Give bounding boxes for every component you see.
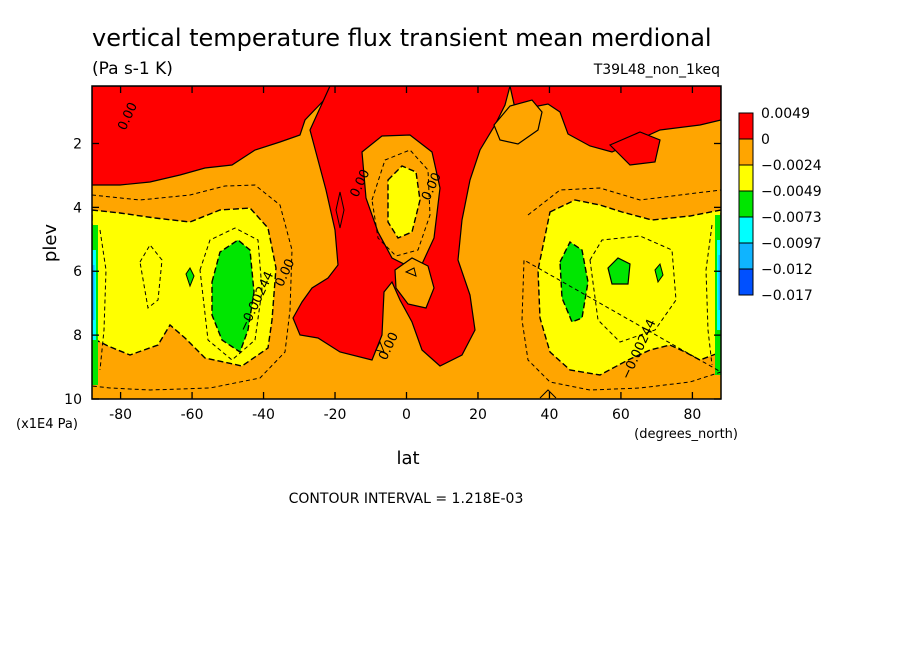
x-tick-label: 40 [541, 407, 559, 423]
contour-line-polar-north [705, 224, 713, 366]
colorbar-swatch [738, 190, 754, 218]
x-axis-units: (degrees_north) [634, 427, 738, 442]
region-orange-blob-top [493, 99, 543, 145]
colorbar-swatch [738, 164, 754, 192]
contour-speck-floor [539, 389, 557, 399]
x-tick-label: -60 [181, 407, 204, 423]
colorbar-swatch [738, 242, 754, 270]
region-yellow-nh [537, 199, 721, 376]
colorbar-swatch [738, 268, 754, 296]
colorbar-label: −0.0097 [761, 236, 822, 252]
region-green-nh-blob [607, 257, 631, 285]
x-tick-label: -80 [109, 407, 132, 423]
colorbar-swatch [738, 138, 754, 166]
colorbar-swatch [738, 112, 754, 140]
contour-line-polar-south [99, 229, 107, 371]
x-tick-label: 0 [402, 407, 411, 423]
region-red-patch-nh [608, 131, 661, 166]
colorbar-label: −0.0049 [761, 184, 822, 200]
y-axis: 2 4 6 8 10 [64, 136, 721, 408]
x-tick-label: 80 [683, 407, 701, 423]
colorbar-label: 0.0049 [761, 106, 810, 122]
y-axis-units: (x1E4 Pa) [16, 417, 78, 432]
colorbar-label: −0.012 [761, 262, 813, 278]
region-green-sh-core [211, 239, 255, 354]
y-axis-label: plev [40, 224, 61, 263]
region-blue-north-edge [718, 255, 721, 310]
x-axis: -80 -60 -40 -20 0 20 40 60 80 [109, 86, 701, 423]
colorbar-label: −0.017 [761, 288, 813, 304]
y-tick-label: 10 [64, 392, 82, 408]
y-tick-label: 2 [73, 136, 82, 152]
y-tick-label: 6 [73, 264, 82, 280]
units-label: (Pa s-1 K) [92, 59, 173, 79]
region-yellow-eq [387, 165, 421, 239]
colorbar-label: −0.0073 [761, 210, 822, 226]
x-tick-label: -40 [252, 407, 275, 423]
contour-interval-label: CONTOUR INTERVAL = 1.218E-03 [289, 491, 524, 507]
x-tick-label: 20 [469, 407, 487, 423]
colorbar-label: −0.0024 [761, 158, 822, 174]
contour-line-nh-outer [527, 187, 721, 216]
x-tick-label: 60 [612, 407, 630, 423]
x-axis-label: lat [396, 448, 419, 469]
colorbar-swatch [738, 216, 754, 244]
colorbar: 0.0049 0 −0.0024 −0.0049 −0.0073 −0.0097 −0.01… [738, 106, 822, 304]
contour-line-sh-mid [139, 244, 163, 309]
colorbar-label: 0 [761, 132, 770, 148]
contour-line-sh-inner [199, 227, 263, 361]
contour-speck-south [375, 340, 385, 353]
region-green-nh-core [559, 240, 589, 323]
dashed-contours [92, 149, 721, 391]
run-label: T39L48_non_1keq [593, 62, 720, 78]
y-tick-label: 8 [73, 328, 82, 344]
x-tick-label: -20 [324, 407, 347, 423]
region-blue-south-edge [92, 265, 95, 320]
contour-field [92, 86, 721, 399]
contour-line-eq-outer [371, 149, 431, 257]
y-tick-label: 4 [73, 200, 82, 216]
region-orange-blob-mid [394, 257, 435, 309]
contour-line-nh-lower [521, 259, 721, 391]
contour-line-nh-inner [589, 235, 677, 343]
region-green-nh-speck [654, 262, 664, 284]
region-green-sh-speck [185, 267, 195, 288]
contour-speck-diamond-west [335, 191, 345, 229]
chart-title: vertical temperature flux transient mean… [92, 24, 712, 52]
contour-speck-center [404, 267, 417, 277]
solid-contour-specks [335, 191, 557, 399]
contour-line-sh-outer [92, 184, 293, 391]
